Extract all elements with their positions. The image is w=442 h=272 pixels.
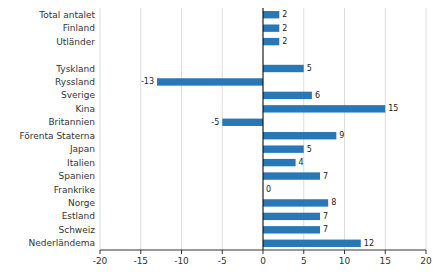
x-tick-label: 5: [301, 256, 307, 266]
data-labels: 1277807459-5156-135222: [141, 10, 398, 248]
x-tick-label: -5: [218, 256, 227, 266]
x-tick-label: 15: [380, 256, 391, 266]
category-label: Schweiz: [59, 225, 96, 235]
category-label: Nederländema: [29, 238, 95, 248]
data-label: 15: [388, 104, 398, 113]
grid-line: [263, 8, 264, 250]
x-tick: [222, 250, 223, 254]
data-label: 6: [315, 91, 320, 100]
grid-line: [140, 8, 141, 250]
bars: [157, 11, 385, 247]
category-label: Italien: [67, 158, 95, 168]
category-label: Spanien: [59, 171, 95, 181]
bar: [263, 226, 320, 233]
x-tick: [426, 250, 427, 254]
x-tick: [140, 250, 141, 254]
bar: [263, 145, 304, 152]
chart-container: 1277807459-5156-135222NederländemaSchwei…: [0, 0, 442, 272]
category-label: Utländer: [56, 37, 95, 47]
x-axis: -20 -15 -10 -5 0 5 10 15 20: [93, 250, 432, 266]
data-label: 0: [266, 185, 271, 194]
x-tick-label: -10: [174, 256, 189, 266]
x-tick: [100, 250, 101, 254]
x-tick: [181, 250, 182, 254]
zero-line: [263, 8, 264, 250]
data-label: 4: [299, 158, 304, 167]
grid-line: [100, 8, 101, 250]
data-label: 5: [307, 145, 312, 154]
bar: [263, 132, 336, 139]
y-axis: Nederländema Schweiz Estland Norge Frankrike…: [19, 10, 95, 249]
category-label: Förenta Staterna: [19, 131, 95, 141]
bar: [263, 92, 312, 99]
x-tick-label: 0: [260, 256, 266, 266]
bar: [157, 78, 263, 85]
x-tick-label: 10: [339, 256, 351, 266]
x-tick: [263, 250, 264, 254]
data-label: 2: [282, 37, 287, 46]
data-label: -5: [211, 118, 219, 127]
category-label: Ryssland: [55, 77, 95, 87]
category-label: Norge: [68, 198, 95, 208]
category-label: Britannien: [48, 117, 95, 127]
bar: [263, 11, 279, 18]
grid-line: [426, 8, 427, 250]
x-tick: [344, 250, 345, 254]
x-tick-label: -15: [133, 256, 148, 266]
data-label: 7: [323, 225, 328, 234]
category-label: Finland: [63, 23, 95, 33]
bar: [263, 172, 320, 179]
bar: [263, 38, 279, 45]
data-label: -13: [141, 77, 154, 86]
data-label: 8: [331, 198, 336, 207]
grid-line: [222, 8, 223, 250]
bar: [222, 119, 263, 126]
category-label: Tyskland: [55, 64, 95, 74]
data-label: 5: [307, 64, 312, 73]
category-label: Estland: [62, 211, 95, 221]
chart-svg: 1277807459-5156-135222NederländemaSchwei…: [0, 0, 442, 272]
x-tick-label: 20: [420, 256, 432, 266]
category-label: Frankrike: [54, 185, 96, 195]
grid: [100, 8, 426, 250]
data-label: 9: [339, 131, 344, 140]
grid-line: [181, 8, 182, 250]
bar: [263, 105, 385, 112]
data-label: 2: [282, 10, 287, 19]
x-tick: [385, 250, 386, 254]
x-tick-label: -20: [93, 256, 108, 266]
category-label: Japan: [69, 144, 95, 154]
category-label: Kina: [75, 104, 95, 114]
bar: [263, 24, 279, 31]
bar: [263, 213, 320, 220]
data-label: 12: [364, 239, 374, 248]
category-label: Total antalet: [38, 10, 95, 20]
data-label: 2: [282, 24, 287, 33]
bar: [263, 240, 361, 247]
data-label: 7: [323, 212, 328, 221]
grid-line: [344, 8, 345, 250]
bar: [263, 159, 296, 166]
bar: [263, 65, 304, 72]
x-tick: [303, 250, 304, 254]
grid-line: [385, 8, 386, 250]
category-label: Sverige: [61, 90, 95, 100]
data-label: 7: [323, 172, 328, 181]
bar: [263, 199, 328, 206]
